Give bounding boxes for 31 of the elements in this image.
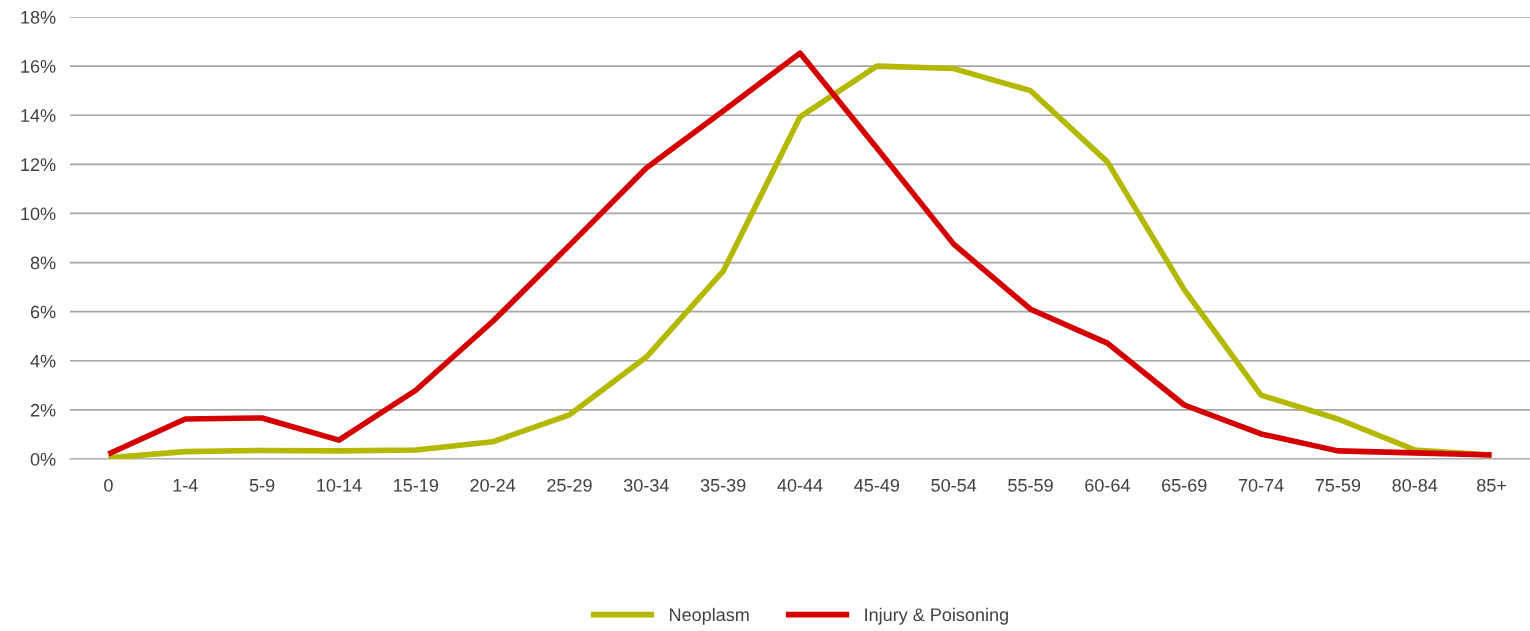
x-tick-label: 45-49 [854, 478, 900, 492]
y-tick-label: 16% [21, 60, 56, 73]
x-tick-label: 60-64 [1085, 478, 1130, 492]
x-tick-label: 50-54 [931, 478, 977, 492]
x-tick-label: 30-34 [623, 478, 669, 492]
y-tick-label: 14% [21, 109, 56, 122]
x-tick-label: 0 [104, 478, 113, 492]
x-tick-label: 35-39 [700, 478, 746, 492]
y-tick-label: 8% [30, 256, 56, 270]
x-tick-label: 80-84 [1392, 478, 1438, 492]
x-tick-label: 25-29 [547, 478, 592, 492]
x-tick-label: 20-24 [470, 478, 516, 492]
legend-label: Injury & Poisoning [865, 607, 1008, 625]
x-tick-label: 85+ [1477, 478, 1506, 492]
y-tick-label: 18% [21, 10, 56, 24]
y-tick-label: 4% [30, 354, 56, 368]
x-tick-label: 65-69 [1162, 478, 1207, 492]
y-tick-label: 6% [30, 305, 56, 319]
x-tick-label: 40-44 [777, 478, 823, 492]
legend-label: Neoplasm [670, 607, 749, 625]
x-tick-label: 5-9 [249, 478, 275, 492]
x-tick-label: 10-14 [317, 478, 362, 492]
x-tick-label: 15-19 [394, 478, 439, 492]
x-tick-label: 55-59 [1008, 478, 1053, 492]
y-tick-label: 0% [30, 452, 56, 466]
y-tick-label: 10% [21, 207, 56, 221]
y-tick-label: 2% [30, 403, 56, 417]
y-tick-label: 12% [21, 158, 56, 171]
x-tick-label: 1-4 [173, 479, 198, 492]
x-tick-label: 75-59 [1315, 478, 1361, 492]
x-tick-label: 70-74 [1238, 478, 1284, 492]
